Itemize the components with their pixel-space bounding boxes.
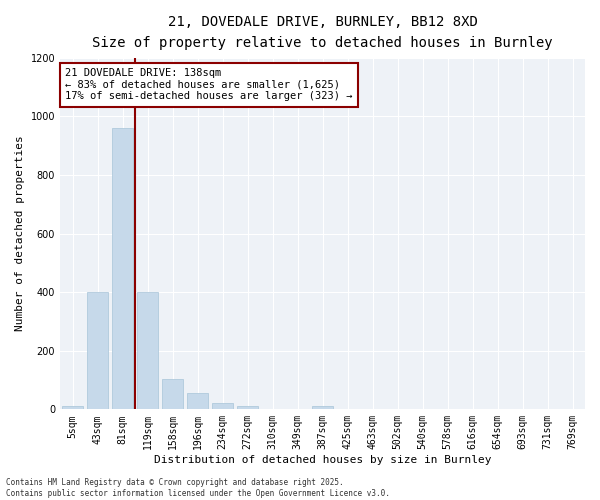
Text: Contains HM Land Registry data © Crown copyright and database right 2025.
Contai: Contains HM Land Registry data © Crown c… — [6, 478, 390, 498]
Bar — [137, 292, 158, 410]
Title: 21, DOVEDALE DRIVE, BURNLEY, BB12 8XD
Size of property relative to detached hous: 21, DOVEDALE DRIVE, BURNLEY, BB12 8XD Si… — [92, 15, 553, 50]
Text: 21 DOVEDALE DRIVE: 138sqm
← 83% of detached houses are smaller (1,625)
17% of se: 21 DOVEDALE DRIVE: 138sqm ← 83% of detac… — [65, 68, 353, 102]
Bar — [187, 393, 208, 409]
Bar — [62, 406, 83, 409]
Bar — [212, 404, 233, 409]
Bar — [112, 128, 133, 410]
Bar — [87, 292, 108, 410]
Bar — [162, 378, 183, 410]
Bar — [237, 406, 258, 409]
Y-axis label: Number of detached properties: Number of detached properties — [15, 136, 25, 332]
Bar — [312, 406, 333, 409]
X-axis label: Distribution of detached houses by size in Burnley: Distribution of detached houses by size … — [154, 455, 491, 465]
